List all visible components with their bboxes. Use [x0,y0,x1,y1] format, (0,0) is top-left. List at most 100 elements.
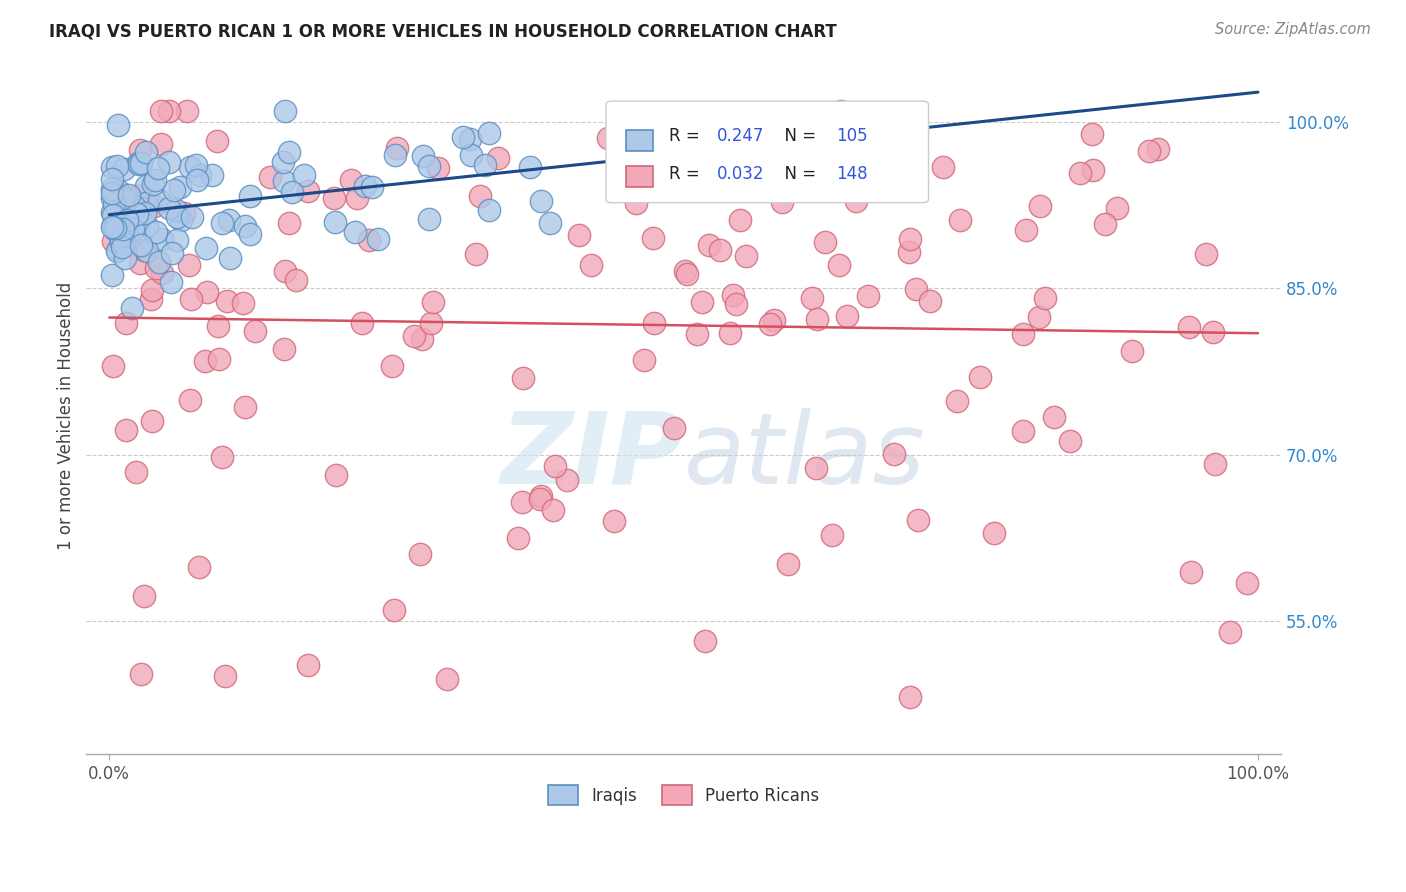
Point [100,160,122,174]
Point [218,213,240,227]
Point [107,186,129,200]
Point [232,296,254,310]
Point [643,316,665,330]
Point [814,235,837,249]
Point [141,414,163,428]
Point [112,195,135,210]
Point [105,218,128,232]
Point [208,351,231,366]
Point [160,246,183,260]
Point [101,205,124,219]
Point [150,103,173,118]
Point [148,255,170,269]
Point [1015,223,1038,237]
Point [134,243,156,257]
Legend: Iraqis, Puerto Ricans: Iraqis, Puerto Ricans [540,777,828,814]
Point [181,210,204,224]
Point [530,194,553,208]
Text: 0.032: 0.032 [717,164,765,183]
Point [385,141,408,155]
Point [1043,409,1066,424]
Point [131,667,153,681]
Point [135,244,157,258]
Point [770,194,793,209]
Point [121,301,143,316]
Point [806,312,828,326]
Point [759,317,782,331]
Point [148,193,170,207]
Point [179,392,201,407]
Y-axis label: 1 or more Vehicles in Household: 1 or more Vehicles in Household [58,282,75,550]
Point [135,145,157,159]
Point [920,293,942,308]
Point [103,218,125,232]
Point [512,370,534,384]
Point [530,490,553,504]
Point [150,232,173,246]
Point [1204,457,1226,471]
Point [904,165,927,179]
Point [127,189,149,203]
Point [724,297,747,311]
Point [1202,325,1225,339]
Point [278,145,301,159]
Point [128,143,150,157]
Point [211,216,233,230]
Point [1012,326,1035,341]
Point [134,206,156,220]
Point [697,238,720,252]
Point [721,288,744,302]
Point [662,421,685,435]
Point [402,328,425,343]
Point [170,213,193,227]
Point [409,547,432,561]
Text: 105: 105 [837,127,868,145]
Point [273,103,295,118]
Point [685,327,707,342]
Point [1081,162,1104,177]
Point [568,228,591,243]
Point [129,237,152,252]
Point [207,318,229,333]
Point [141,283,163,297]
Point [117,213,139,227]
Point [352,316,374,330]
Point [831,103,853,118]
Point [1033,291,1056,305]
Point [101,209,124,223]
Point [541,502,564,516]
Point [115,204,138,219]
Point [108,184,131,198]
Point [905,281,928,295]
Point [114,424,136,438]
Point [643,231,665,245]
Point [804,461,827,475]
Point [134,589,156,603]
Point [107,221,129,235]
Point [718,326,741,341]
Point [100,182,122,196]
Point [281,186,304,200]
Point [1195,247,1218,261]
Text: R =: R = [669,127,706,145]
Point [828,258,851,272]
Point [273,342,295,356]
Point [464,246,486,260]
Point [112,236,135,251]
Point [460,148,482,162]
Point [233,401,256,415]
Point [145,225,167,239]
Point [470,189,492,203]
Point [1107,201,1129,215]
Point [110,235,132,250]
Point [115,213,138,227]
Point [855,178,877,193]
Point [233,219,256,234]
Point [360,180,382,194]
Point [357,234,380,248]
Point [412,149,434,163]
Point [1069,166,1091,180]
Text: Source: ZipAtlas.com: Source: ZipAtlas.com [1215,22,1371,37]
Point [105,224,128,238]
Point [166,233,188,247]
